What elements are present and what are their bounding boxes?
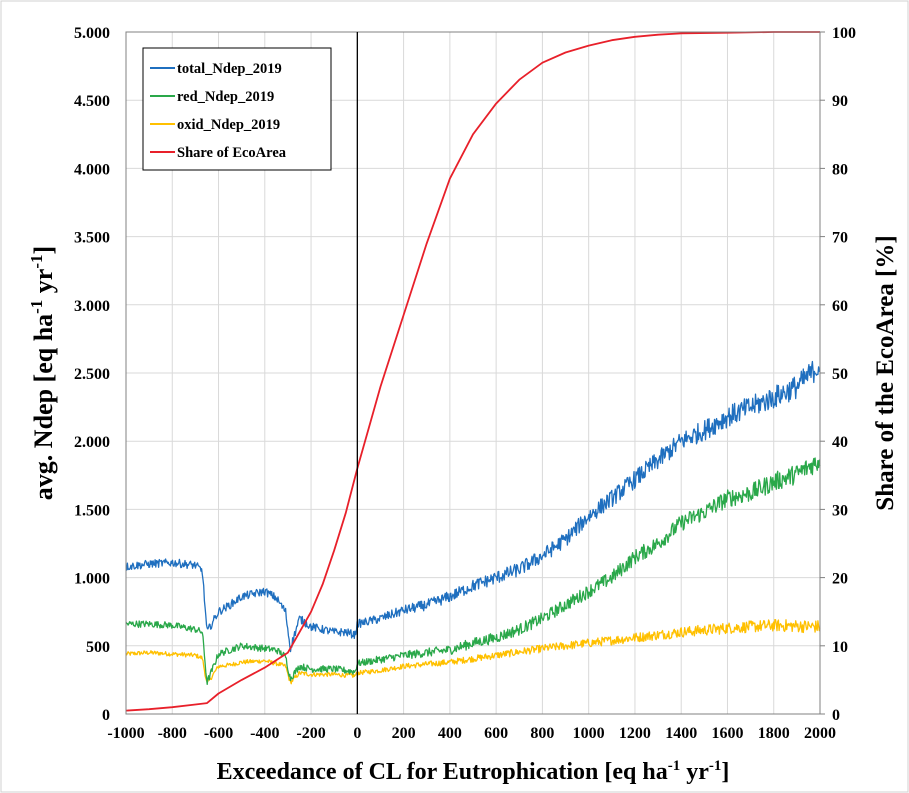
y-right-tick-label: 100 [832,25,856,42]
y-right-tick-label: 0 [832,707,840,724]
y-right-tick-label: 60 [832,298,848,315]
x-tick-label: -800 [158,725,187,742]
y-right-axis-title: Share of the EcoArea [%] [872,235,899,510]
legend-label: oxid_Ndep_2019 [177,117,280,133]
x-tick-label: 2000 [804,725,836,742]
x-tick-label: 600 [484,725,508,742]
y-right-tick-label: 80 [832,161,848,178]
x-tick-label: 1600 [711,725,743,742]
y-right-tick-label: 90 [832,93,848,110]
x-tick-label: 1000 [573,725,605,742]
legend-label: Share of EcoArea [177,145,287,161]
legend-label: total_Ndep_2019 [177,61,282,77]
y-right-tick-label: 40 [832,434,848,451]
y-left-tick-label: 2.000 [74,434,110,451]
y-left-tick-label: 4.500 [74,93,110,110]
y-left-tick-label: 1.000 [74,571,110,588]
y-right-tick-label: 30 [832,502,848,519]
x-tick-label: 200 [392,725,416,742]
y-right-tick-label: 50 [832,366,848,383]
x-tick-label: 400 [438,725,462,742]
y-left-tick-label: 5.000 [74,25,110,42]
y-left-tick-label: 0 [102,707,110,724]
x-axis-title: Exceedance of CL for Eutrophication [eq … [217,758,730,785]
y-left-tick-label: 3.000 [74,298,110,315]
x-tick-label: -200 [296,725,325,742]
x-tick-label: 1800 [758,725,790,742]
legend-label: red_Ndep_2019 [177,89,274,105]
y-left-tick-label: 3.500 [74,230,110,247]
y-left-axis-title: avg. Ndep [eq ha-1 yr-1] [27,246,58,500]
y-left-tick-label: 2.500 [74,366,110,383]
x-tick-label: 1400 [665,725,697,742]
y-left-tick-label: 1.500 [74,502,110,519]
x-tick-label: -400 [250,725,279,742]
y-left-tick-label: 4.000 [74,161,110,178]
x-tick-label: 0 [353,725,361,742]
y-right-tick-label: 20 [832,571,848,588]
x-tick-label: 800 [530,725,554,742]
y-right-tick-label: 10 [832,639,848,656]
x-tick-label: -1000 [107,725,144,742]
legend: total_Ndep_2019 red_Ndep_2019 oxid_Ndep_20… [143,48,331,170]
x-tick-label: 1200 [619,725,651,742]
y-left-tick-label: 500 [86,639,110,656]
y-right-tick-label: 70 [832,230,848,247]
x-tick-label: -600 [204,725,233,742]
